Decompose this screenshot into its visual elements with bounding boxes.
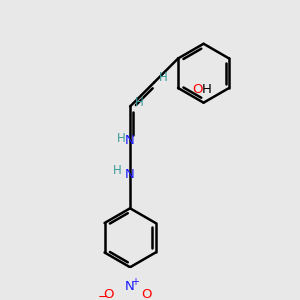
Text: −: − xyxy=(98,291,109,300)
Text: O: O xyxy=(141,287,152,300)
Text: H: H xyxy=(113,164,122,177)
Text: O: O xyxy=(103,287,114,300)
Text: H: H xyxy=(159,70,167,84)
Text: N: N xyxy=(125,134,135,147)
Text: N: N xyxy=(125,168,135,181)
Text: H: H xyxy=(135,96,143,110)
Text: O: O xyxy=(193,83,203,96)
Text: +: + xyxy=(131,278,140,287)
Text: N: N xyxy=(125,280,135,293)
Text: H: H xyxy=(117,132,125,145)
Text: H: H xyxy=(202,83,212,96)
